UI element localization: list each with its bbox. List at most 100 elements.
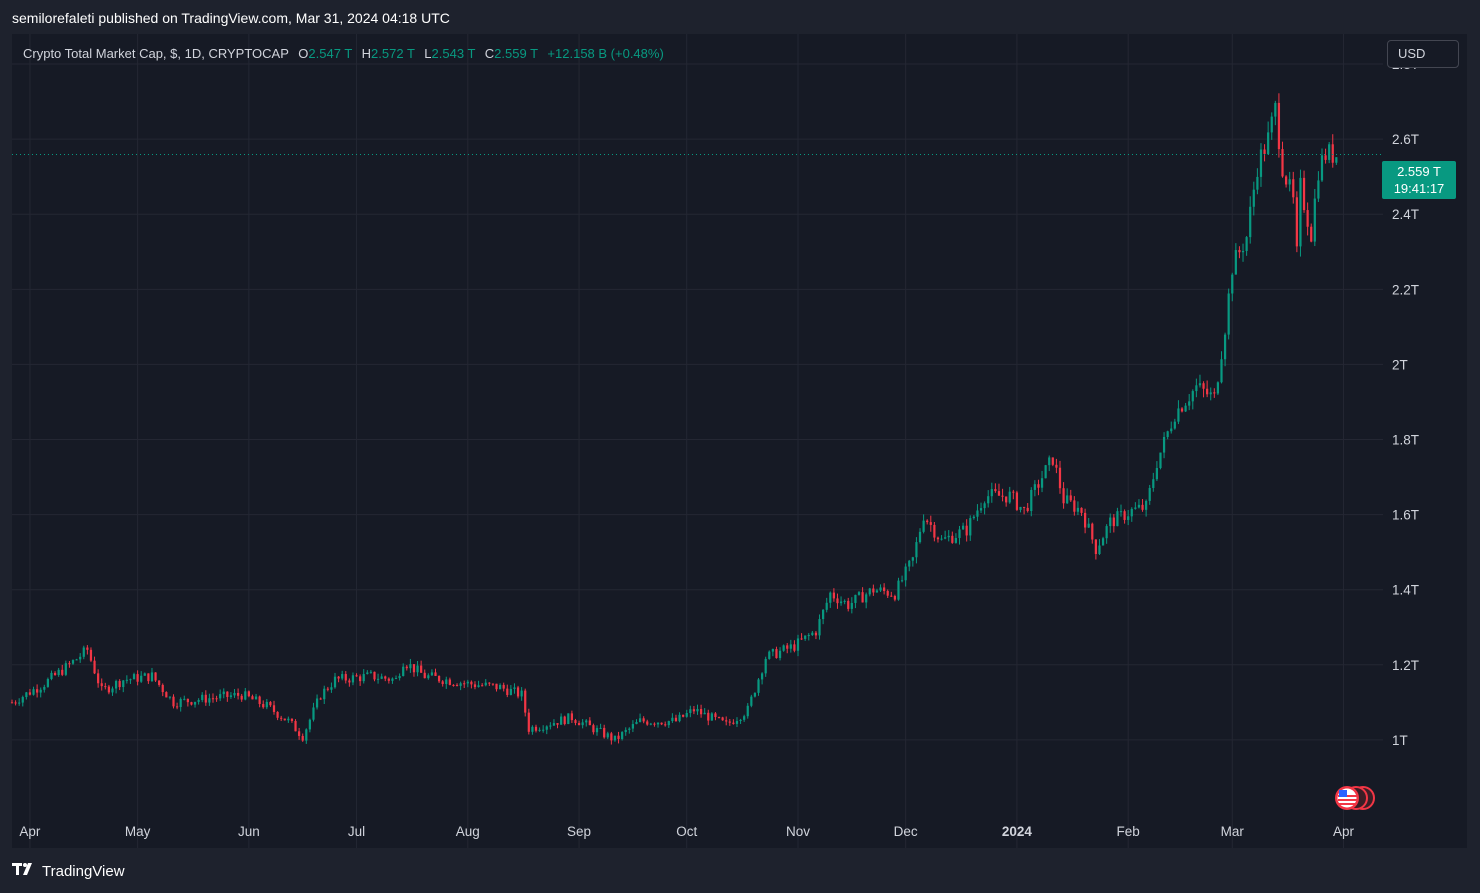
- candle: [897, 577, 900, 601]
- candle-body: [1123, 511, 1126, 520]
- candle-body: [376, 678, 380, 680]
- candle-body: [1058, 467, 1062, 489]
- candle: [782, 644, 785, 652]
- candle: [337, 675, 340, 683]
- candle: [567, 713, 570, 725]
- candle-body: [994, 489, 997, 492]
- candle: [1299, 169, 1302, 257]
- candle: [1223, 332, 1227, 367]
- candle-body: [244, 691, 247, 700]
- candle-body: [527, 712, 530, 732]
- candle: [463, 680, 466, 689]
- candle: [308, 718, 312, 733]
- candle-body: [168, 696, 172, 698]
- candle: [836, 593, 839, 609]
- candle-body: [477, 685, 480, 688]
- candle: [1040, 470, 1044, 493]
- candle: [509, 685, 512, 696]
- candle-body: [1188, 401, 1191, 406]
- candle: [251, 694, 254, 700]
- candle: [825, 597, 828, 613]
- candle: [1098, 539, 1101, 556]
- candle-body: [337, 676, 340, 679]
- candle: [868, 587, 871, 597]
- x-tick-label: 2024: [1002, 824, 1033, 839]
- candle-body: [516, 687, 520, 697]
- us-flag-event-icon[interactable]: [1331, 785, 1377, 811]
- candle: [118, 679, 121, 691]
- candle-body: [983, 503, 986, 509]
- candle-body: [588, 720, 591, 726]
- candle-body: [757, 679, 760, 693]
- candle-body: [822, 609, 825, 620]
- candle-body: [344, 674, 347, 681]
- candle-body: [341, 674, 344, 679]
- candle: [93, 656, 96, 675]
- candle: [437, 675, 441, 684]
- candle-body: [326, 688, 329, 690]
- candle: [904, 563, 907, 587]
- candle-body: [854, 594, 857, 603]
- candle-body: [18, 702, 21, 704]
- candle: [183, 695, 186, 701]
- candle-body: [750, 696, 753, 706]
- candle-body: [947, 535, 950, 538]
- candle: [240, 693, 243, 702]
- candle: [883, 583, 886, 595]
- candle-body: [1001, 495, 1004, 497]
- candle-body: [1116, 511, 1119, 527]
- candle-body: [545, 726, 548, 730]
- x-tick-label: Apr: [19, 824, 41, 839]
- candle-body: [229, 695, 233, 697]
- candle-body: [667, 721, 670, 726]
- candle-body: [132, 674, 136, 680]
- candle: [136, 670, 139, 686]
- candle-body: [305, 729, 308, 741]
- candle: [570, 710, 573, 723]
- candle: [1328, 142, 1331, 164]
- candle: [97, 669, 100, 688]
- candle: [707, 709, 710, 726]
- candle: [678, 712, 681, 723]
- candle: [315, 694, 319, 710]
- candle: [125, 675, 128, 684]
- candle-body: [804, 635, 807, 639]
- candle: [595, 725, 599, 736]
- candle-body: [836, 598, 839, 604]
- candle: [193, 701, 197, 708]
- candle: [394, 675, 398, 680]
- candle: [344, 671, 347, 684]
- candle-body: [445, 679, 448, 685]
- candle: [1058, 460, 1062, 494]
- legend-high-label: H: [361, 46, 372, 61]
- candle-body: [746, 705, 749, 717]
- candle: [1066, 488, 1069, 504]
- x-axis: Apr May Jun Jul Aug Sep Oct Nov Dec 2024 Feb Mar Apr: [19, 824, 1354, 839]
- y-tick-label: 2.4T: [1392, 207, 1419, 222]
- candle: [936, 536, 940, 543]
- candle: [236, 688, 240, 700]
- candle-body: [1256, 176, 1259, 190]
- chart-pane[interactable]: [12, 34, 1467, 848]
- candle: [1008, 486, 1011, 504]
- candle-body: [283, 718, 286, 721]
- candle-body: [136, 674, 139, 682]
- candle: [1123, 509, 1126, 524]
- candle: [538, 727, 541, 732]
- currency-button[interactable]: USD: [1387, 40, 1459, 68]
- x-tick-label: Sep: [567, 824, 591, 839]
- candle-body: [1331, 144, 1334, 163]
- candle-body: [538, 729, 541, 731]
- y-tick-label: 1T: [1392, 733, 1408, 748]
- candle-body: [1076, 507, 1080, 512]
- candle-body: [254, 696, 258, 700]
- candle-body: [1048, 457, 1051, 466]
- candle: [972, 515, 975, 520]
- candle-body: [976, 510, 979, 517]
- candle-body: [369, 671, 373, 673]
- candle-body: [682, 714, 685, 717]
- candle: [1166, 430, 1169, 440]
- candle: [1109, 513, 1112, 533]
- candle-body: [760, 673, 764, 680]
